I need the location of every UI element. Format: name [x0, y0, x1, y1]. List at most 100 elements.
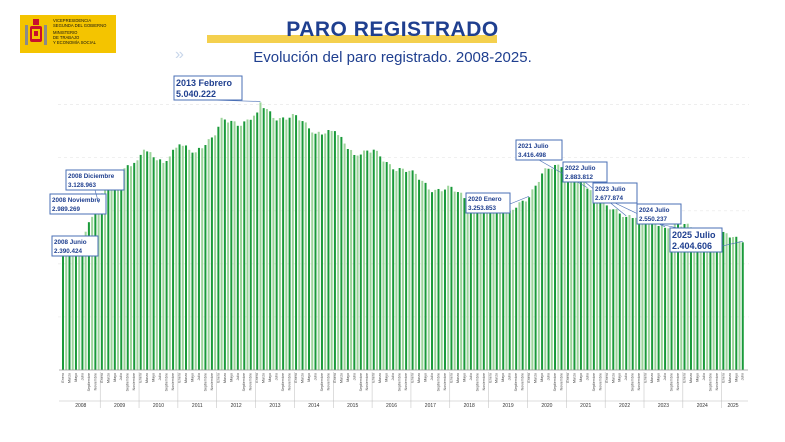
month-tick-label: Mayo [540, 373, 544, 382]
month-tick-label: Noviembre [171, 373, 175, 390]
year-tick-label: 2016 [386, 403, 397, 409]
bar [443, 189, 446, 370]
callout-value: 2.390.424 [54, 248, 83, 255]
bar [686, 223, 689, 370]
bar [168, 156, 171, 370]
bar [469, 202, 472, 370]
month-tick-label: Mayo [579, 373, 583, 382]
bar [732, 237, 735, 370]
bar [625, 216, 628, 370]
bar [301, 121, 304, 370]
callout-value: 3.253.853 [468, 205, 497, 212]
month-tick-label: Julio [313, 373, 317, 380]
bar [712, 231, 715, 370]
bar [165, 161, 168, 370]
bar [236, 125, 239, 370]
month-tick-label: Mayo [190, 373, 194, 382]
bar [476, 202, 479, 370]
bar [479, 201, 482, 370]
bar [431, 192, 434, 370]
bar [65, 246, 68, 370]
callout-date: 2013 Febrero [176, 78, 233, 88]
month-tick-label: Enero [488, 373, 492, 383]
logo-line: DE TRABAJO [53, 35, 80, 40]
bar [579, 162, 582, 370]
callout-value: 5.040.222 [176, 89, 216, 99]
year-tick-label: 2011 [192, 403, 203, 409]
bar [295, 115, 298, 370]
month-tick-label: Noviembre [482, 373, 486, 390]
bar [634, 217, 637, 370]
bar [664, 227, 667, 370]
bar [605, 205, 608, 370]
month-tick-label: Mayo [74, 373, 78, 382]
month-tick-label: Marzo [223, 373, 227, 383]
bar [379, 156, 382, 370]
callout-box [49, 193, 107, 215]
bar [427, 189, 430, 370]
bar [647, 218, 650, 370]
bar [340, 136, 343, 370]
month-tick-label: Julio [80, 373, 84, 380]
month-tick-label: Septiembre [670, 373, 674, 391]
bar [149, 152, 152, 370]
month-tick-label: Marzo [417, 373, 421, 383]
callout-date: 2021 Julio [518, 143, 549, 150]
month-tick-label: Marzo [339, 373, 343, 383]
bar [405, 171, 408, 370]
month-tick-label: Marzo [184, 373, 188, 383]
month-tick-label: Julio [430, 373, 434, 380]
year-tick-label: 2017 [425, 403, 436, 409]
bar [725, 233, 728, 370]
month-tick-label: Marzo [495, 373, 499, 383]
bar [104, 187, 107, 370]
logo-text: VICEPRESIDENCIA SEGUNDA DEL GOBIERNO MIN… [53, 18, 113, 45]
month-tick-label: Marzo [689, 373, 693, 383]
bar [511, 209, 514, 370]
bar [741, 242, 744, 370]
bar [298, 120, 301, 370]
month-tick-label: Julio [508, 373, 512, 380]
month-tick-label: Enero [255, 373, 259, 383]
month-tick-label: Julio [663, 373, 667, 380]
bar [677, 224, 680, 370]
bar [337, 135, 340, 370]
bar [278, 118, 281, 370]
bar [84, 231, 87, 370]
bar [660, 225, 663, 370]
bar [466, 202, 469, 370]
month-tick-label: Enero [372, 373, 376, 383]
bar [188, 149, 191, 370]
bar [68, 247, 71, 370]
callout-date: 2024 Julio [639, 207, 670, 214]
bar [120, 171, 123, 370]
month-tick-label: Enero [411, 373, 415, 383]
bar [126, 165, 129, 370]
bar [375, 150, 378, 370]
bar [602, 200, 605, 370]
month-tick-label: Mayo [113, 373, 117, 382]
bar [233, 121, 236, 371]
callout-box [173, 75, 243, 101]
bar [172, 149, 175, 370]
bar [541, 173, 544, 370]
bar [343, 143, 346, 370]
bar [421, 180, 424, 370]
callout-date: 2020 Enero [468, 196, 502, 203]
bar [139, 154, 142, 370]
month-tick-label: Mayo [424, 373, 428, 382]
month-tick-label: Septiembre [475, 373, 479, 391]
bar [214, 135, 217, 370]
bar [288, 117, 291, 370]
month-tick-label: Marzo [650, 373, 654, 383]
bar [418, 179, 421, 370]
bar [291, 113, 294, 370]
bar [486, 197, 489, 370]
bar [473, 200, 476, 370]
month-tick-label: Septiembre [708, 373, 712, 391]
month-tick-label: Enero [721, 373, 725, 383]
bar [269, 111, 272, 370]
bar [515, 207, 518, 370]
bar [638, 214, 641, 370]
